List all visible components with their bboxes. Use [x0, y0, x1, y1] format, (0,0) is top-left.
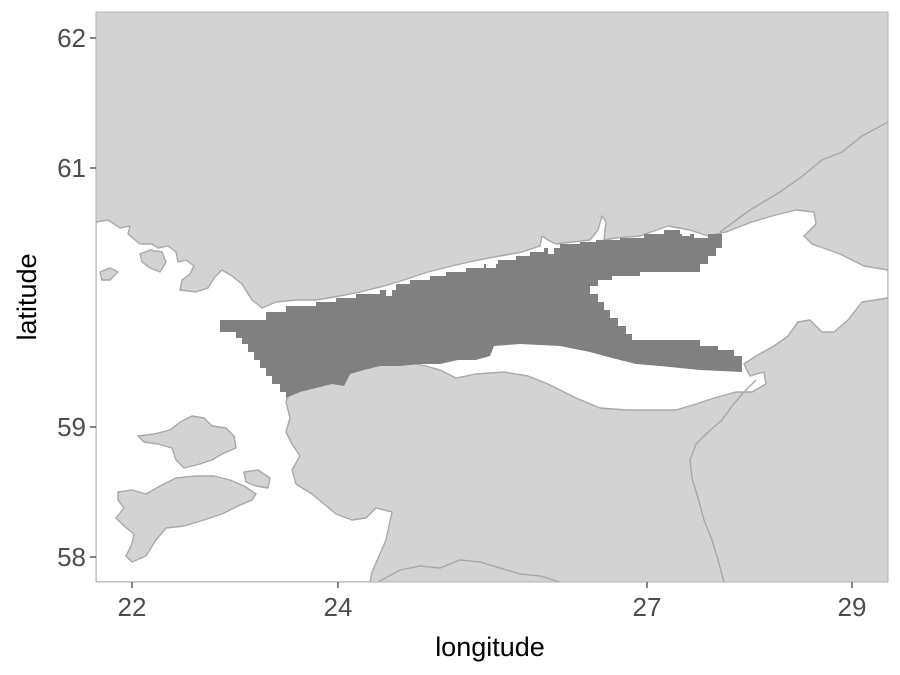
island-small: [243, 469, 271, 489]
y-tick-label: 61: [57, 153, 86, 183]
x-axis-title: longitude: [435, 632, 545, 662]
y-axis-title: latitude: [12, 253, 42, 340]
x-tick-label: 22: [118, 592, 147, 622]
island-large: [115, 475, 257, 563]
x-axis: 22 24 27 29: [118, 582, 867, 622]
x-tick-label: 24: [324, 592, 353, 622]
y-tick-label: 58: [57, 542, 86, 572]
y-tick-label: 59: [57, 412, 86, 442]
island-medium: [137, 415, 237, 469]
y-tick-label: 62: [57, 23, 86, 53]
x-tick-label: 29: [838, 592, 867, 622]
border-estonia-russia: [689, 379, 757, 582]
island-archipelago-2: [99, 267, 119, 281]
panel-border: [95, 11, 889, 583]
border-estonia-latvia: [377, 559, 561, 582]
highlighted-sea-area: [220, 230, 742, 398]
y-axis: 62 61 59 58: [57, 23, 96, 572]
map-panel: [96, 12, 888, 582]
island-archipelago-1: [139, 249, 167, 273]
border-russia-finland: [719, 121, 888, 233]
x-tick-label: 27: [633, 592, 662, 622]
